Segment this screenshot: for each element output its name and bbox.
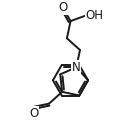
Text: OH: OH [85, 9, 103, 22]
Text: N: N [72, 61, 81, 74]
Text: O: O [29, 107, 39, 120]
Text: O: O [58, 1, 67, 14]
